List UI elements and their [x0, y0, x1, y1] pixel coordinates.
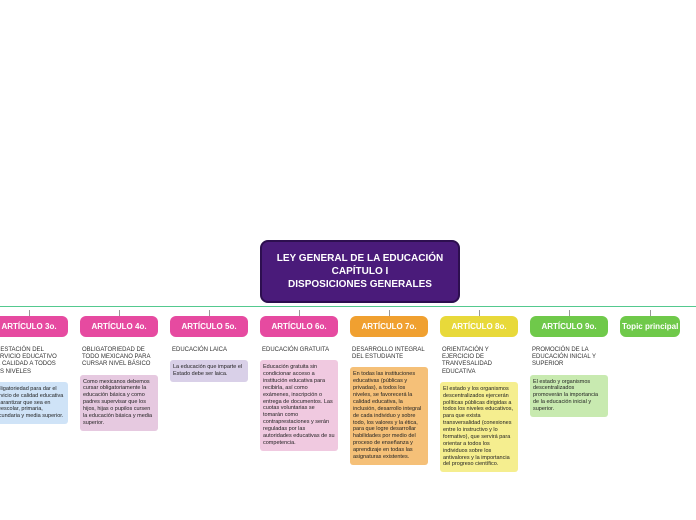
column-5: ARTÍCULO 8o. ORIENTACIÓN Y EJERCICIO DE T… [440, 310, 518, 472]
article-description: El estado y organismos descentralizados … [530, 375, 608, 417]
article-description: El estado y los organismos descentraliza… [440, 382, 518, 473]
article-subtitle: ORIENTACIÓN Y EJERCICIO DE TRANVESALIDAD… [440, 347, 518, 376]
article-label: ARTÍCULO 6o. [260, 316, 338, 337]
article-description: Educación gratuita sin condicionar acces… [260, 360, 338, 451]
article-label: ARTÍCULO 5o. [170, 316, 248, 337]
column-7: Topic principal [620, 310, 680, 472]
article-label: ARTÍCULO 9o. [530, 316, 608, 337]
article-label: Topic principal [620, 316, 680, 337]
columns-container: ARTÍCULO 3o. PRESTACIÓN DEL SERVICIO EDUC… [0, 310, 696, 472]
article-description: En todas las instituciones educativas (p… [350, 367, 428, 464]
title-line1: LEY GENERAL DE LA EDUCACIÓN [276, 252, 444, 265]
column-3: ARTÍCULO 6o. EDUCACIÓN GRATUITA Educación … [260, 310, 338, 472]
column-2: ARTÍCULO 5o. EDUCACIÓN LAICA La educación … [170, 310, 248, 472]
article-label: ARTÍCULO 7o. [350, 316, 428, 337]
article-subtitle: PROMOCIÓN DE LA EDUCACIÓN INICIAL Y SUPE… [530, 347, 608, 369]
title-line2: CAPÍTULO I [276, 265, 444, 278]
main-title: LEY GENERAL DE LA EDUCACIÓN CAPÍTULO I D… [260, 240, 460, 303]
article-subtitle: DESARROLLO INTEGRAL DEL ESTUDIANTE [350, 347, 428, 361]
article-subtitle: EDUCACIÓN LAICA [170, 347, 248, 354]
article-subtitle: OBLIGATORIEDAD DE TODO MEXICANO PARA CUR… [80, 347, 158, 369]
article-subtitle: EDUCACIÓN GRATUITA [260, 347, 338, 354]
title-line3: DISPOSICIONES GENERALES [276, 278, 444, 291]
article-label: ARTÍCULO 3o. [0, 316, 68, 337]
article-label: ARTÍCULO 4o. [80, 316, 158, 337]
column-1: ARTÍCULO 4o. OBLIGATORIEDAD DE TODO MEXIC… [80, 310, 158, 472]
horizontal-connector [0, 306, 696, 307]
article-subtitle: PRESTACIÓN DEL SERVICIO EDUCATIVO DE CAL… [0, 347, 68, 376]
column-0: ARTÍCULO 3o. PRESTACIÓN DEL SERVICIO EDUC… [0, 310, 68, 472]
article-label: ARTÍCULO 8o. [440, 316, 518, 337]
article-description: Como mexicanos debemos cursar obligatori… [80, 375, 158, 431]
column-4: ARTÍCULO 7o. DESARROLLO INTEGRAL DEL ESTU… [350, 310, 428, 472]
article-description: Obligatoriedad para dar el servicio de c… [0, 382, 68, 424]
article-description: La educación que imparte el Estado debe … [170, 360, 248, 382]
column-6: ARTÍCULO 9o. PROMOCIÓN DE LA EDUCACIÓN IN… [530, 310, 608, 472]
